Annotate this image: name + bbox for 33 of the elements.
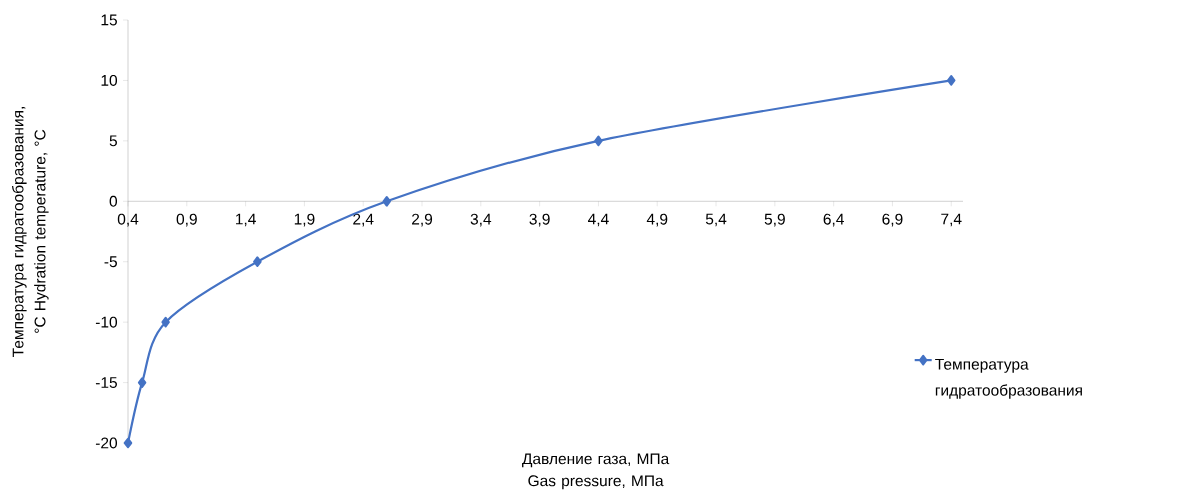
x-tick-label: 0,4 xyxy=(117,213,139,227)
x-tick-label: 7,4 xyxy=(941,213,962,227)
y-tick-label: -15 xyxy=(95,377,117,388)
point xyxy=(382,195,391,207)
point xyxy=(161,316,170,328)
x-tick-label: 6,4 xyxy=(823,213,844,227)
legend-label: Температура гидратообразования xyxy=(935,358,1082,399)
y-tick-label: 10 xyxy=(101,74,118,86)
x-tick-label: 4,9 xyxy=(646,213,668,227)
x-tick-label: 1,9 xyxy=(294,213,315,227)
x-tick-label: 4,4 xyxy=(588,213,609,227)
y-tick-label: -10 xyxy=(95,316,118,328)
point xyxy=(137,377,147,388)
x-tick-label: 3,9 xyxy=(529,213,550,227)
y-tick-label: 5 xyxy=(109,135,117,147)
y-tick-label: -5 xyxy=(104,256,117,268)
x-tick-label: 0,9 xyxy=(176,213,197,227)
point xyxy=(594,135,603,147)
x-axis-title: Давление газа, МПа Gas pressure, МПа xyxy=(522,453,670,490)
x-tick-label: 1,4 xyxy=(236,213,256,227)
y-tick-label: 0 xyxy=(109,195,118,207)
y-tick-label: -20 xyxy=(95,437,118,449)
x-tick-label: 2,9 xyxy=(412,213,433,227)
x-tick-label: 5,4 xyxy=(705,213,727,227)
x-tick-label: 6,9 xyxy=(882,213,903,227)
point xyxy=(123,437,133,449)
point xyxy=(253,256,262,268)
x-tick-label: 2,4 xyxy=(353,213,374,227)
y-axis-title: Температура гидратообразования, °С Hydration temperature, °С xyxy=(12,107,49,357)
point xyxy=(947,75,956,86)
x-tick-label: 5,9 xyxy=(764,213,785,227)
x-tick-label: 3,4 xyxy=(470,213,492,227)
y-tick-label: 15 xyxy=(101,14,117,26)
